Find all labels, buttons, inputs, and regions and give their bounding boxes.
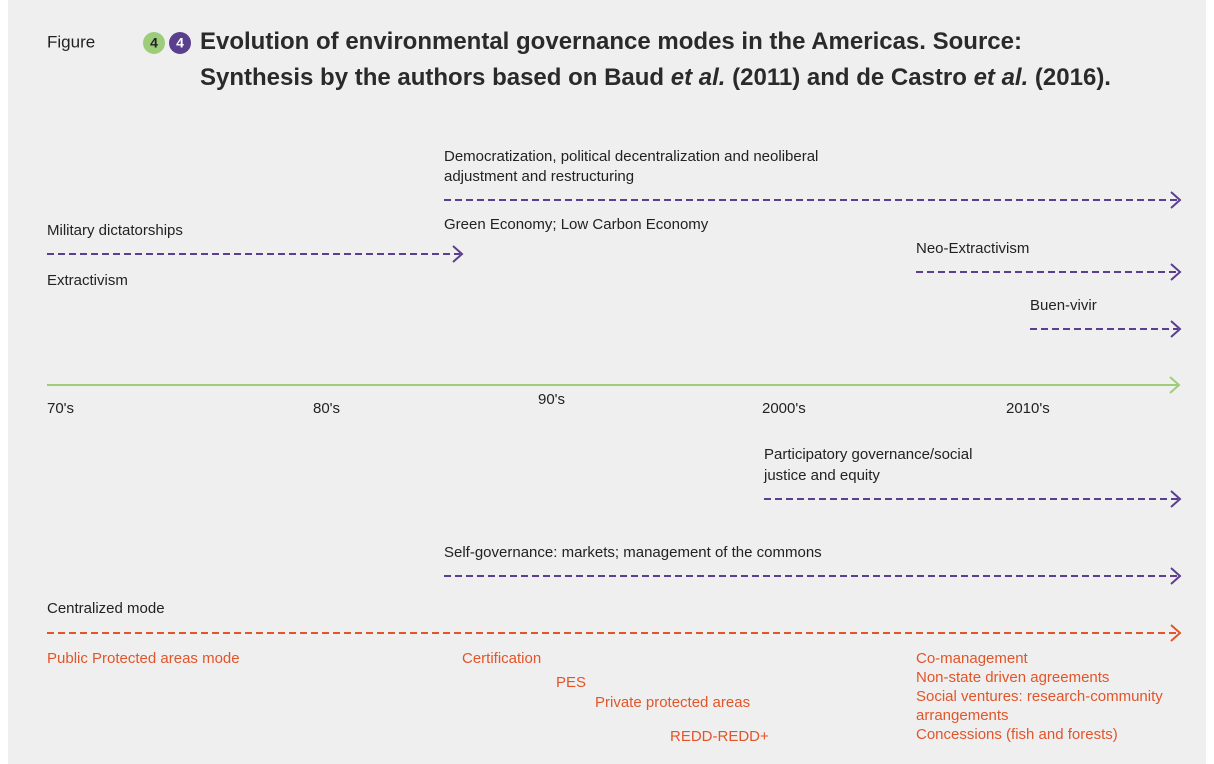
title-part: et al.	[671, 64, 726, 91]
label: Private protected areas	[595, 694, 750, 711]
label: Co-management	[916, 650, 1029, 667]
title-part: Synthesis by the authors based on Baud	[200, 64, 671, 91]
decade-label: 70's	[47, 400, 74, 417]
arrowhead	[1170, 624, 1182, 642]
label: arrangements	[916, 707, 1009, 724]
label: Military dictatorships	[47, 222, 183, 239]
label: justice and equity	[763, 467, 880, 484]
badge-text: 4	[176, 35, 184, 51]
arrowhead	[1170, 263, 1182, 281]
decade-label: 80's	[313, 400, 340, 417]
decade-label: 90's	[538, 391, 565, 408]
label: Certification	[462, 650, 541, 667]
panel	[8, 0, 1206, 764]
decade-label: 2010's	[1006, 400, 1050, 417]
label: Social ventures: research-community	[916, 688, 1163, 705]
title-part: Evolution of environmental governance mo…	[200, 28, 1022, 55]
title-part: (2011) and de Castro	[725, 64, 973, 91]
label: Participatory governance/social	[764, 446, 972, 463]
arrowhead	[1170, 320, 1182, 338]
label: PES	[556, 674, 586, 691]
arrowhead	[452, 245, 464, 263]
label: Public Protected areas mode	[47, 650, 240, 667]
label: adjustment and restructuring	[444, 168, 634, 185]
label: Centralized mode	[47, 600, 165, 617]
label: Buen-vivir	[1030, 297, 1097, 314]
label: Concessions (fish and forests)	[916, 726, 1118, 743]
badge-text: 4	[150, 35, 158, 51]
figure-label: Figure	[47, 32, 95, 51]
arrowhead	[1170, 490, 1182, 508]
arrowhead	[1169, 376, 1181, 394]
decade-label: 2000's	[762, 400, 806, 417]
arrowhead	[1170, 567, 1182, 585]
label: REDD-REDD+	[670, 728, 769, 745]
arrowhead	[1170, 191, 1182, 209]
label: Self-governance: markets; management of …	[444, 544, 822, 561]
badge	[169, 32, 191, 54]
title-line: Evolution of environmental governance mo…	[200, 28, 1022, 55]
label: Non-state driven agreements	[916, 669, 1109, 686]
label: Democratization, political decentralizat…	[444, 148, 818, 165]
badge	[143, 32, 165, 54]
title-part: (2016).	[1028, 64, 1111, 91]
title-line: Synthesis by the authors based on Baud e…	[200, 64, 1111, 91]
title-part: et al.	[974, 64, 1029, 91]
label: Green Economy; Low Carbon Economy	[444, 216, 709, 233]
label: Extractivism	[47, 272, 128, 289]
label: Neo-Extractivism	[916, 240, 1029, 257]
